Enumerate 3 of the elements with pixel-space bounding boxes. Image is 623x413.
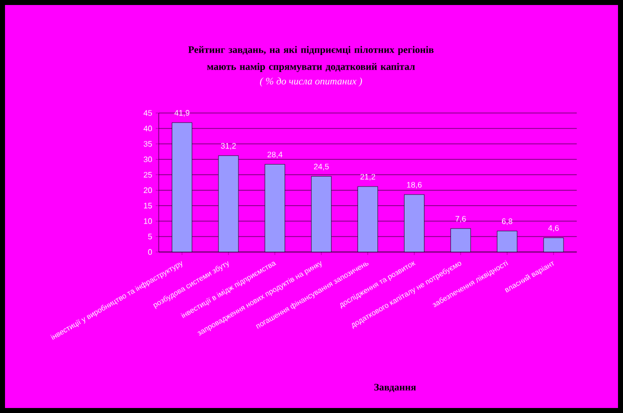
chart-title: Рейтинг завдань, на які підприємці пілотних регіонів мають намір спрямувати додатковий капітал [188,46,434,72]
chart-subtitle: ( % до числа опитаних ) [260,77,362,87]
x-axis-title: Завдання [374,384,416,392]
